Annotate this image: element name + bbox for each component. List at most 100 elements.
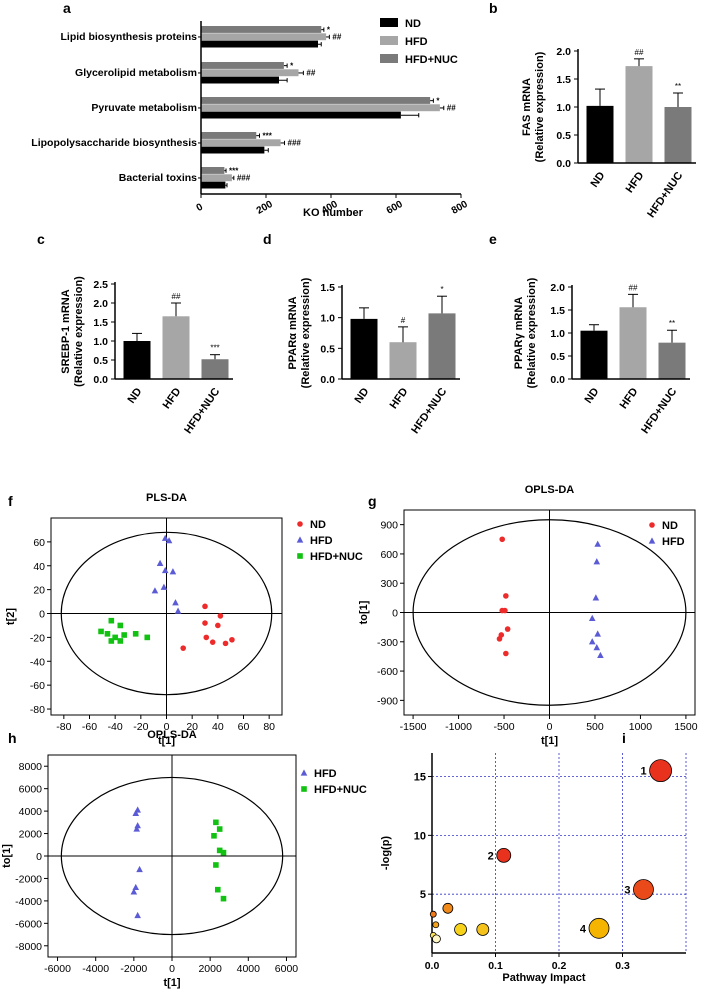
y-tick-label: 0 (39, 609, 45, 621)
pathway-bubble (633, 879, 654, 900)
significance-mark: ### (237, 174, 251, 183)
y-tick-label: 0.0 (93, 374, 108, 386)
data-point (174, 607, 182, 614)
y-tick-label: 0.5 (556, 130, 571, 142)
data-point (132, 809, 140, 816)
data-point (172, 599, 179, 606)
bar (201, 174, 232, 182)
legend-swatch (380, 36, 398, 45)
significance-mark: *** (210, 344, 219, 353)
category-label: HFD+NUC (182, 386, 222, 436)
chart-a: *##Lipid biosynthesis proteins*##Glycero… (31, 18, 470, 219)
category-label: Glycerolipid metabolism (75, 67, 197, 79)
y-axis-title: -log(p) (380, 836, 392, 871)
data-point (121, 632, 127, 638)
data-point (213, 819, 219, 826)
data-point (202, 620, 208, 626)
bar (428, 313, 456, 379)
bar (201, 76, 279, 84)
y-tick-label: 2000 (19, 829, 43, 841)
bar (586, 105, 614, 163)
y-tick-label: 0 (36, 851, 42, 863)
x-tick-label: 0.2 (552, 960, 567, 972)
y-tick-label: -20 (30, 632, 45, 644)
y-tick-label: 40 (33, 561, 45, 573)
y-tick-label: 1.0 (93, 336, 108, 348)
y-tick-label: 2.0 (550, 282, 565, 294)
category-label: HFD (388, 386, 411, 411)
significance-mark: ## (172, 292, 181, 301)
data-point (133, 825, 141, 832)
panel-label-g: g (368, 493, 377, 509)
y-tick-label: -6000 (15, 918, 42, 930)
bar (201, 69, 299, 77)
category-label: HFD+NUC (639, 386, 679, 436)
y-tick-label: -60 (30, 680, 45, 692)
data-point (211, 833, 217, 839)
x-tick-label: 40 (212, 721, 224, 733)
significance-mark: *** (263, 131, 273, 140)
bar (201, 97, 431, 104)
x-tick-label: 0 (169, 963, 175, 975)
y-tick-label: 0.5 (320, 343, 335, 355)
data-point (117, 638, 124, 644)
y-tick-label: 8000 (19, 761, 43, 773)
pathway-bubble (496, 847, 512, 863)
data-point (209, 639, 216, 645)
significance-mark: * (327, 25, 331, 34)
y-axis-subtitle: (Relative expression) (526, 277, 538, 388)
significance-mark: ## (635, 48, 644, 57)
data-point (504, 626, 511, 632)
chart-i: 5 10 15 0.0 0.1 0.2 0.3 Pathway Impact -log(p) 1 2… (380, 753, 687, 984)
x-tick-label: 0 (547, 721, 553, 733)
y-tick-label: -900 (377, 695, 398, 707)
x-tick-label: -2000 (120, 963, 147, 975)
data-point (499, 536, 506, 543)
x-tick-label: -1000 (445, 721, 472, 733)
x-tick-label: -4000 (82, 963, 109, 975)
bar (201, 62, 284, 69)
category-label: ND (583, 386, 602, 406)
data-point (108, 638, 115, 644)
category-label: HFD (618, 386, 641, 411)
panel-label-f: f (8, 493, 13, 509)
chart-title: OPLS-DA (525, 484, 575, 496)
y-tick-label: 1.5 (550, 305, 565, 317)
y-axis-subtitle: (Relative expression) (534, 51, 546, 162)
y-tick-label: 20 (33, 585, 45, 597)
data-point (216, 826, 223, 832)
significance-mark: ## (447, 104, 456, 113)
bar (201, 359, 229, 379)
legend-marker (300, 769, 308, 776)
confidence-ellipse (60, 531, 273, 696)
x-tick-label: -1500 (400, 721, 427, 733)
category-label: HFD (624, 170, 647, 195)
data-point (112, 634, 118, 641)
chart-title: PLS-DA (146, 492, 187, 504)
category-label: Lipid biosynthesis proteins (60, 31, 197, 43)
data-point (134, 822, 141, 829)
bar (201, 139, 281, 147)
pathway-bubble (432, 921, 440, 929)
y-tick-label: -40 (30, 656, 45, 668)
data-point (161, 534, 169, 541)
confidence-ellipse (60, 776, 284, 936)
bubble-label: 2 (488, 850, 494, 862)
data-point (594, 630, 601, 637)
y-tick-label: 0.5 (550, 351, 565, 363)
y-axis-title: PPARα mRNA (287, 296, 299, 369)
legend-marker (297, 521, 303, 527)
bar (580, 330, 608, 379)
y-tick-label: -4000 (15, 896, 42, 908)
y-axis-title: t[2] (5, 608, 17, 625)
bar (664, 107, 692, 163)
chart-f: PLS-DA -80 -60 -40 -20 0 20 40 60 80 -80 -60 -40 -20 0… (5, 492, 363, 747)
y-tick-label: 0 (392, 608, 398, 620)
y-tick-label: 5 (420, 889, 426, 901)
y-tick-label: 2.0 (556, 46, 571, 58)
legend-marker (648, 537, 656, 544)
data-point (161, 566, 169, 574)
y-tick-label: 2.0 (93, 298, 108, 310)
y-tick-label: 1.5 (320, 282, 335, 294)
x-tick-label: 800 (450, 199, 470, 217)
